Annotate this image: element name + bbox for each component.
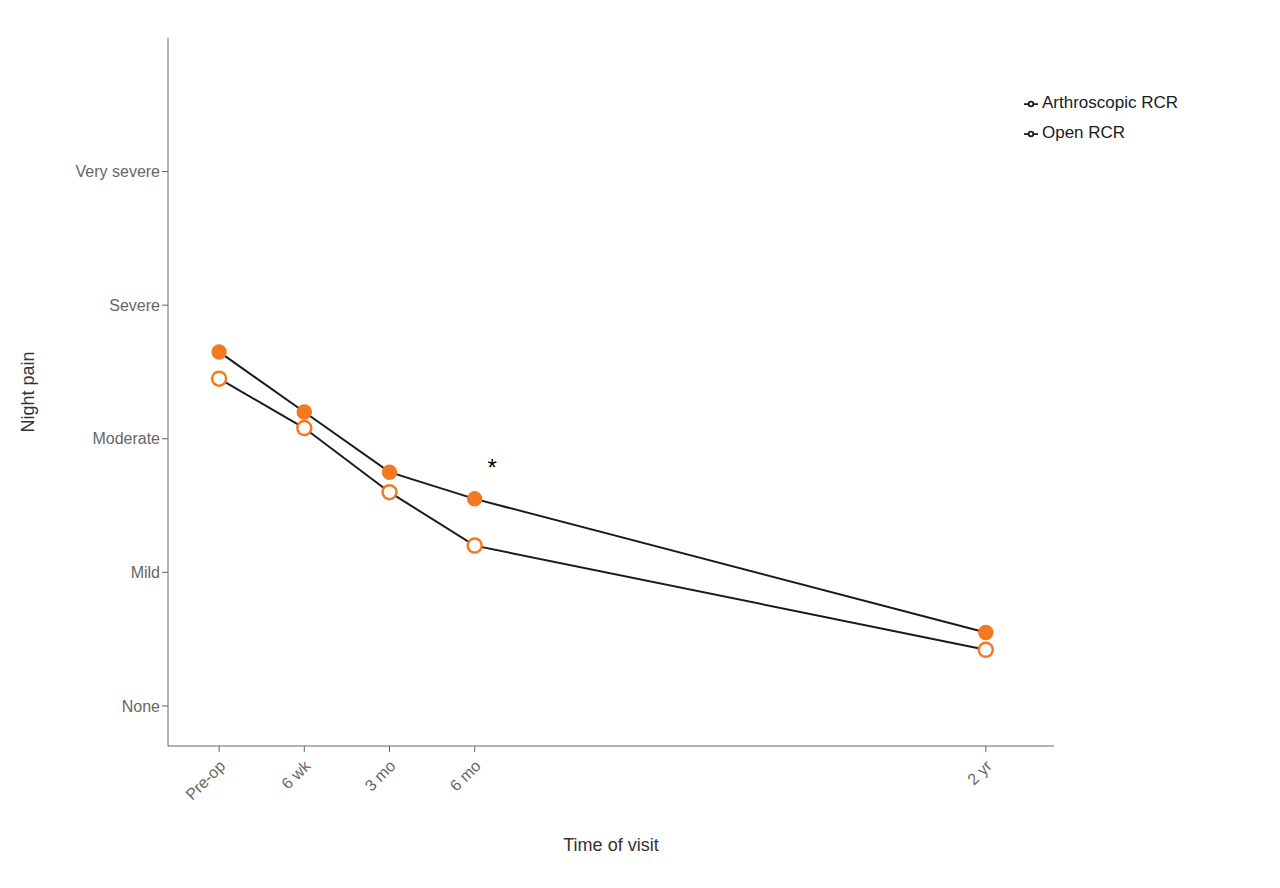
svg-text:3 mo: 3 mo: [362, 757, 399, 794]
svg-text:Very severe: Very severe: [76, 163, 161, 180]
svg-text:*: *: [487, 454, 496, 481]
html-text:Open RCR: Open RCR: [1042, 123, 1126, 142]
svg-text:Moderate: Moderate: [92, 430, 160, 447]
svg-text:None: None: [122, 698, 160, 715]
svg-text:2 yr: 2 yr: [964, 757, 995, 788]
svg-text:Mild: Mild: [131, 564, 160, 581]
html-text:Arthroscopic RCR: Arthroscopic RCR: [1042, 93, 1178, 112]
svg-text:6 mo: 6 mo: [447, 757, 484, 794]
svg-text:Pre-op: Pre-op: [182, 757, 228, 803]
svg-text:Severe: Severe: [109, 297, 160, 314]
svg-text:6 wk: 6 wk: [278, 756, 314, 792]
svg-text:Night pain: Night pain: [18, 351, 38, 432]
svg-text:Time of visit: Time of visit: [563, 835, 658, 855]
